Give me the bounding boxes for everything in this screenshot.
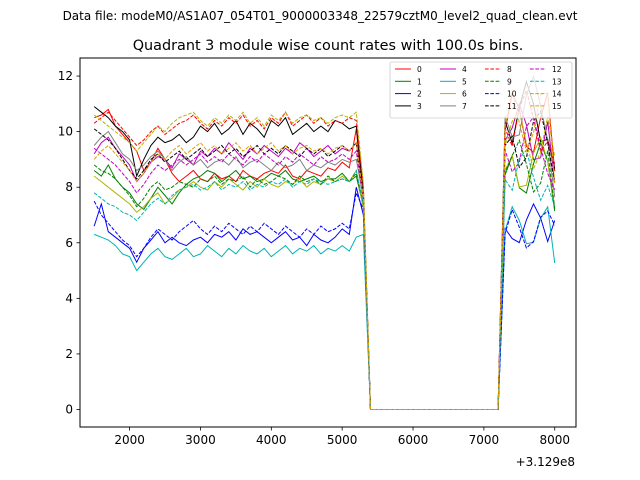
x-axis: 2000 3000 4000 5000 6000 7000 8000 xyxy=(114,427,570,447)
x-tick-label: 3000 xyxy=(185,433,216,447)
series-line-15 xyxy=(93,89,556,410)
legend-label: 15 xyxy=(552,102,562,111)
plot-area xyxy=(93,74,556,410)
series-line-8 xyxy=(93,88,556,410)
legend-label: 5 xyxy=(462,77,467,86)
series-line-7 xyxy=(93,74,556,410)
x-tick-label: 6000 xyxy=(398,433,429,447)
legend-label: 12 xyxy=(552,65,562,74)
legend-label: 14 xyxy=(552,90,562,99)
series-line-14 xyxy=(93,110,556,410)
legend-label: 6 xyxy=(462,90,467,99)
series-line-9 xyxy=(93,138,556,410)
series-line-6 xyxy=(93,136,556,410)
series-line-13 xyxy=(93,149,556,410)
x-tick-label: 7000 xyxy=(469,433,500,447)
chart-title: Quadrant 3 module wise count rates with … xyxy=(133,38,524,54)
y-tick-label: 0 xyxy=(65,402,73,416)
x-tick-label: 5000 xyxy=(327,433,358,447)
y-tick-label: 4 xyxy=(65,291,73,305)
y-tick-label: 10 xyxy=(58,125,73,139)
series-line-12 xyxy=(93,115,556,410)
y-tick-label: 8 xyxy=(65,180,73,194)
series-line-2 xyxy=(93,187,556,410)
series-line-10 xyxy=(93,191,556,410)
legend-label: 0 xyxy=(417,65,422,74)
legend-label: 9 xyxy=(507,77,512,86)
series-line-5 xyxy=(94,205,556,410)
y-tick-label: 6 xyxy=(65,236,73,250)
y-tick-label: 12 xyxy=(58,69,73,83)
series-line-11 xyxy=(93,110,556,410)
legend-label: 7 xyxy=(462,102,467,111)
x-tick-label: 2000 xyxy=(114,433,145,447)
axes-frame xyxy=(79,57,577,428)
x-offset-label: +3.129e8 xyxy=(516,455,575,469)
legend-label: 10 xyxy=(507,90,517,99)
legend-label: 1 xyxy=(417,77,422,86)
series-line-4 xyxy=(93,102,556,410)
y-tick-label: 2 xyxy=(65,347,73,361)
x-tick-label: 8000 xyxy=(539,433,570,447)
y-axis: 0 2 4 6 8 10 12 xyxy=(58,69,80,416)
legend-label: 13 xyxy=(552,77,562,86)
legend-label: 11 xyxy=(507,102,517,111)
legend-label: 2 xyxy=(417,90,422,99)
x-tick-label: 4000 xyxy=(256,433,287,447)
figure-suptitle: Data file: modeM0/AS1A07_054T01_90000033… xyxy=(63,9,578,23)
legend-label: 8 xyxy=(507,65,512,74)
legend-label: 3 xyxy=(417,102,422,111)
legend-label: 4 xyxy=(462,65,467,74)
legend-box xyxy=(389,61,573,119)
